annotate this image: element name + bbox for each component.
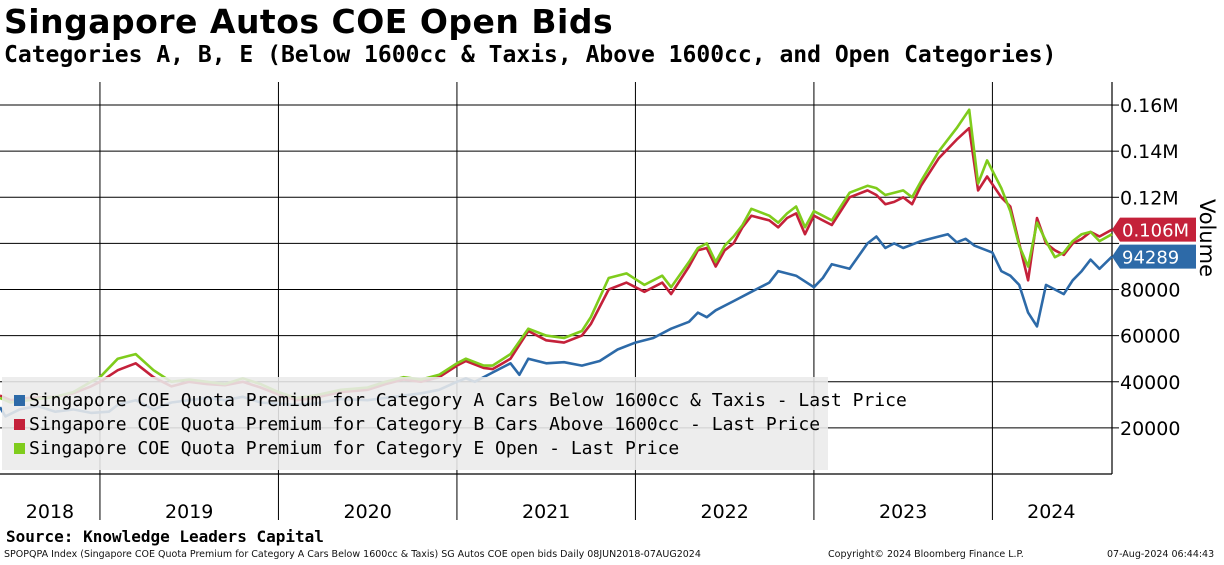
footer-timestamp: 07-Aug-2024 06:44:43 bbox=[1107, 549, 1215, 560]
series-line-cat-b bbox=[0, 126, 1113, 402]
y-tick-label: 0.12M bbox=[1120, 187, 1179, 209]
x-tick-label: 2022 bbox=[700, 501, 748, 523]
legend-swatch-cat-b bbox=[14, 418, 25, 430]
legend-swatch-cat-a bbox=[14, 394, 25, 406]
last-value-tag-cat-b-text: 0.106M bbox=[1122, 221, 1189, 242]
legend-item-cat-e: Singapore COE Quota Premium for Category… bbox=[14, 437, 679, 459]
x-tick-label: 2023 bbox=[879, 501, 927, 523]
chart-subtitle: Categories A, B, E (Below 1600cc & Taxis… bbox=[4, 42, 1057, 68]
legend-item-cat-b: Singapore COE Quota Premium for Category… bbox=[14, 413, 820, 435]
legend-item-cat-a: Singapore COE Quota Premium for Category… bbox=[14, 389, 907, 411]
legend-label-cat-e: Singapore COE Quota Premium for Category… bbox=[29, 437, 680, 459]
x-tick-label: 2019 bbox=[165, 501, 213, 523]
last-value-tag-cat-b-bg bbox=[1112, 217, 1196, 242]
y-tick-label: 0.14M bbox=[1120, 141, 1179, 163]
footer-copyright: Copyright© 2024 Bloomberg Finance L.P. bbox=[828, 549, 1024, 560]
x-tick-label: 2021 bbox=[522, 501, 570, 523]
y-tick-label: 80000 bbox=[1120, 280, 1180, 302]
y-tick-label: 0.16M bbox=[1120, 95, 1179, 117]
legend: Singapore COE Quota Premium for Category… bbox=[2, 377, 907, 470]
last-value-tag-cat-a-bg bbox=[1112, 244, 1196, 269]
y-tick-label: 20000 bbox=[1120, 418, 1180, 440]
legend-label-cat-a: Singapore COE Quota Premium for Category… bbox=[29, 389, 907, 411]
last-value-tag-cat-a-text: 94289 bbox=[1122, 248, 1179, 269]
chart-title: Singapore Autos COE Open Bids bbox=[4, 2, 614, 41]
y-tick-label: 40000 bbox=[1120, 372, 1180, 394]
footer-index-info: SPOPQPA Index (Singapore COE Quota Premi… bbox=[4, 549, 701, 560]
x-tick-label: 2018 bbox=[26, 501, 74, 523]
last-value-tag-cat-a: 94289 bbox=[1112, 244, 1196, 269]
legend-swatch-cat-e bbox=[14, 442, 25, 454]
y-axis-title: Volume bbox=[1195, 199, 1219, 277]
y-tick-label: 60000 bbox=[1120, 326, 1180, 348]
source-note: Source: Knowledge Leaders Capital bbox=[6, 527, 324, 546]
x-tick-label: 2024 bbox=[1027, 501, 1075, 523]
series-line-cat-e bbox=[0, 108, 1113, 404]
last-value-tag-cat-b: 0.106M bbox=[1112, 217, 1196, 242]
legend-label-cat-b: Singapore COE Quota Premium for Category… bbox=[29, 413, 821, 435]
x-tick-label: 2020 bbox=[344, 501, 392, 523]
